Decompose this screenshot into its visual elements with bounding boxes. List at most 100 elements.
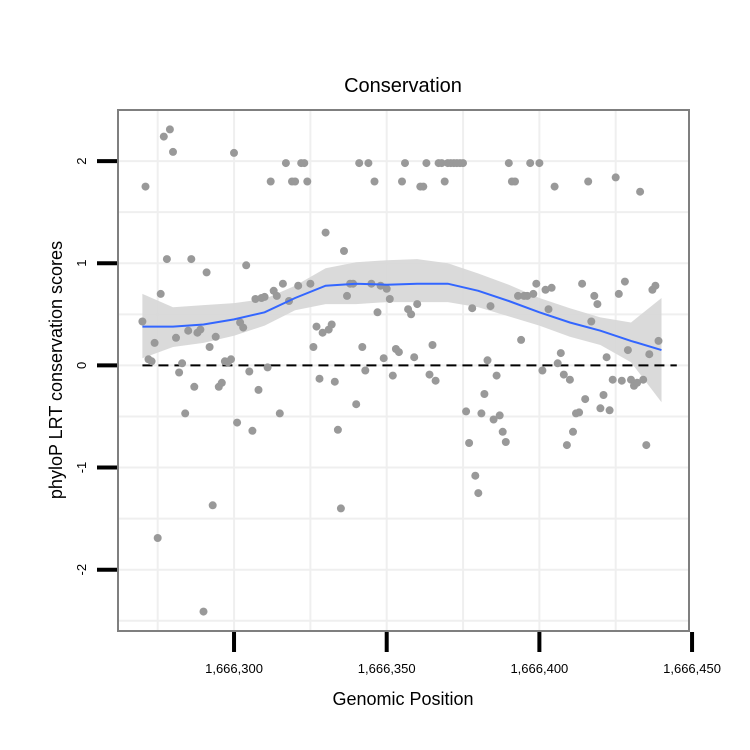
data-point [541,285,550,294]
data-point [321,228,330,237]
data-point [336,504,345,513]
data-point [211,332,220,341]
data-point [260,292,269,301]
data-point [614,289,623,298]
data-point [382,284,391,293]
data-point [636,187,645,196]
data-point [294,281,303,290]
data-point [272,291,281,300]
y-tick-label: 2 [74,157,89,164]
data-point [358,343,367,351]
data-point [181,409,190,418]
data-point [608,375,617,384]
data-point [156,289,165,298]
data-points [138,125,663,616]
data-point [208,501,217,510]
data-point [550,182,559,191]
data-point [187,255,196,264]
data-point [239,323,248,332]
data-point [303,177,312,186]
data-point [553,359,562,368]
data-point [425,370,434,379]
data-point [318,328,327,337]
data-point [590,291,599,300]
data-point [581,395,590,404]
data-point [578,279,587,288]
data-point [278,279,287,288]
data-point [159,132,168,141]
data-point [462,407,471,416]
data-point [178,359,187,368]
panel-border [117,109,690,632]
data-point [529,289,538,298]
data-point [275,409,284,418]
data-point [495,411,504,420]
data-point [309,343,318,351]
data-point [300,159,309,168]
data-point [205,343,214,351]
data-point [599,391,608,399]
data-point [639,375,648,384]
data-point [333,425,342,434]
data-point [141,182,150,191]
data-point [169,147,177,156]
data-point [373,308,382,317]
data-point [627,375,635,384]
data-point [468,304,477,313]
data-point [593,300,602,309]
data-point [617,376,626,385]
data-point [477,409,486,418]
data-point [431,376,440,385]
chart-title: Conservation [344,75,462,97]
x-axis-title: Genomic Position [332,689,473,709]
data-point [532,279,541,288]
data-point [413,300,422,309]
data-point [511,177,519,186]
data-point [526,159,535,168]
smooth-line-path [142,282,662,352]
data-point [602,353,611,362]
data-point [559,370,568,379]
y-tick-label: -1 [74,462,89,474]
data-point [281,159,290,168]
data-point [364,159,373,168]
data-point [523,291,532,300]
data-point [419,182,428,191]
data-point [165,125,174,134]
data-point [483,356,492,365]
data-point [312,322,321,331]
data-point [474,489,483,498]
data-point [340,247,348,255]
data-point [245,367,254,376]
data-point [584,177,593,186]
data-point [147,357,156,366]
data-point [547,283,556,292]
data-point [501,438,510,446]
data-point [575,408,584,417]
data-point [569,427,577,436]
data-point [175,368,184,377]
data-point [645,350,654,359]
data-point [535,159,544,168]
data-point [517,335,526,344]
data-point [492,371,501,380]
data-point [611,173,620,182]
data-point [190,382,199,391]
data-point [587,317,596,326]
data-point [605,406,614,415]
data-point [361,366,370,375]
x-tick-label: 1,666,300 [205,661,263,676]
x-tick-label: 1,666,350 [358,661,416,676]
data-point [242,261,251,270]
data-point [150,338,159,347]
data-point [352,400,361,409]
data-point [385,295,394,303]
data-point [504,159,513,168]
data-point [162,255,171,264]
x-tick-label: 1,666,450 [663,661,721,676]
data-point [172,333,180,342]
data-point [184,326,193,335]
data-point [388,371,397,380]
data-point [633,378,642,387]
